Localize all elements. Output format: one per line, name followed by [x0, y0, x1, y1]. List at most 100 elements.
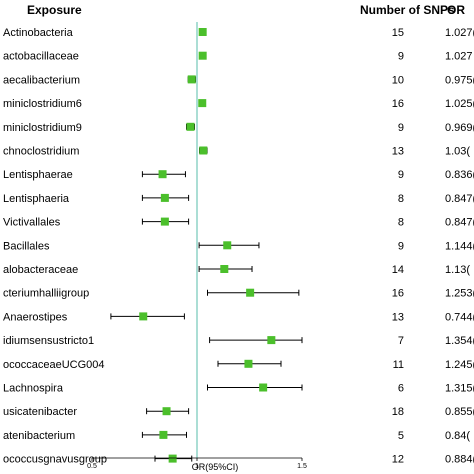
- or-point-marker: [220, 265, 229, 273]
- or-point-marker: [223, 241, 232, 250]
- forest-row: actobacillaceae 9 1.027: [3, 51, 473, 63]
- or-value-text: 0.855(: [445, 406, 474, 418]
- forest-row: Lentisphaeria 8 0.847(: [3, 193, 474, 205]
- or-value-text: 1.03(: [445, 146, 470, 158]
- forest-row: atenibacterium 5 0.84(: [3, 430, 470, 442]
- exposure-label: Victivallales: [3, 217, 61, 229]
- or-point-marker: [158, 170, 167, 179]
- snp-count: 18: [392, 406, 404, 418]
- exposure-label: alobacteraceae: [3, 264, 78, 276]
- forest-row: miniclostridium6 16 1.025(: [3, 98, 474, 110]
- or-value-text: 0.884(: [445, 454, 474, 466]
- exposure-label: actobacillaceae: [3, 51, 79, 63]
- exposure-label: aecalibacterium: [3, 74, 80, 86]
- snp-count: 12: [392, 454, 404, 466]
- exposure-label: miniclostridium6: [3, 98, 82, 110]
- forest-row: ococcusgnavusgroup 12 0.884(: [3, 454, 474, 466]
- exposure-label: ococcaceaeUCG004: [3, 359, 105, 371]
- snp-count: 16: [392, 98, 404, 110]
- snp-count: 11: [393, 359, 404, 371]
- or-point-marker: [267, 336, 276, 345]
- exposure-label: Lentisphaerae: [3, 169, 73, 181]
- exposure-label: miniclostridium9: [3, 122, 82, 134]
- or-value-text: 1.245(: [445, 359, 474, 371]
- header-exposure: Exposure: [27, 3, 82, 17]
- snp-count: 8: [398, 217, 404, 229]
- exposure-label: idiumsensustricto1: [3, 335, 94, 347]
- exposure-label: chnoclostridium: [3, 146, 79, 158]
- or-value-text: 0.975(: [445, 74, 474, 86]
- or-point-marker: [244, 359, 253, 368]
- or-point-marker: [246, 288, 255, 297]
- or-point-marker: [160, 193, 169, 202]
- forest-row: aecalibacterium 10 0.975(: [3, 74, 474, 86]
- or-point-marker: [162, 407, 171, 416]
- snp-count: 16: [392, 288, 404, 300]
- or-value-text: 1.253(: [445, 288, 474, 300]
- exposure-label: Bacillales: [3, 240, 50, 252]
- header-number-of-snps: Number of SNPs: [360, 3, 455, 17]
- or-point-marker: [159, 430, 168, 439]
- or-value-text: 0.969(: [445, 122, 474, 134]
- or-value-text: 1.354(: [445, 335, 474, 347]
- x-tick-label: 1: [195, 463, 199, 470]
- or-value-text: 0.744(: [445, 311, 474, 323]
- or-value-text: 0.84(: [445, 430, 470, 442]
- forest-row: ococcaceaeUCG004 11 1.245(: [3, 359, 474, 371]
- exposure-label: usicatenibacter: [3, 406, 77, 418]
- forest-row: Bacillales 9 1.144(: [3, 240, 474, 252]
- snp-count: 14: [392, 264, 404, 276]
- forest-row: alobacteraceae 14 1.13(: [3, 264, 470, 276]
- snp-count: 7: [398, 335, 404, 347]
- snp-count: 15: [392, 27, 404, 39]
- forest-rows: Actinobacteria 15 1.027( actobacillaceae 9 1.…: [3, 27, 474, 466]
- or-value-text: 1.13(: [445, 264, 470, 276]
- snp-count: 8: [398, 193, 404, 205]
- exposure-label: Lentisphaeria: [3, 193, 70, 205]
- snp-count: 9: [398, 122, 404, 134]
- or-value-text: 1.144(: [445, 240, 474, 252]
- forest-row: Lachnospira 6 1.315(: [3, 383, 474, 395]
- or-point-marker: [198, 99, 207, 108]
- or-value-text: 0.836(: [445, 169, 474, 181]
- or-point-marker: [168, 454, 177, 463]
- or-point-marker: [198, 51, 207, 60]
- exposure-label: atenibacterium: [3, 430, 75, 442]
- x-axis-label: OR(95%CI): [192, 462, 239, 472]
- snp-count: 13: [392, 146, 404, 158]
- or-value-text: 1.027(: [445, 27, 474, 39]
- snp-count: 9: [398, 51, 404, 63]
- forest-row: chnoclostridium 13 1.03(: [3, 146, 470, 158]
- forest-row: usicatenibacter 18 0.855(: [3, 406, 474, 418]
- forest-row: Victivallales 8 0.847(: [3, 217, 474, 229]
- or-value-text: 0.847(: [445, 217, 474, 229]
- snp-count: 6: [398, 383, 404, 395]
- or-point-marker: [139, 312, 148, 321]
- exposure-label: Lachnospira: [3, 383, 64, 395]
- exposure-label: Anaerostipes: [3, 311, 68, 323]
- or-value-text: 1.025(: [445, 98, 474, 110]
- header-or: OR: [447, 3, 465, 17]
- snp-count: 13: [392, 311, 404, 323]
- or-value-text: 0.847(: [445, 193, 474, 205]
- x-axis-ticks: 0.5 1 1.5: [87, 458, 307, 470]
- snp-count: 9: [398, 169, 404, 181]
- exposure-label: ococcusgnavusgroup: [3, 454, 107, 466]
- forest-row: idiumsensustricto1 7 1.354(: [3, 335, 474, 347]
- exposure-label: Actinobacteria: [3, 27, 74, 39]
- forest-row: cteriumhalliigroup 16 1.253(: [3, 288, 474, 300]
- x-tick-label: 1.5: [297, 463, 307, 470]
- forest-row: Anaerostipes 13 0.744(: [3, 311, 474, 323]
- x-tick-label: 0.5: [87, 463, 97, 470]
- or-value-text: 1.027: [445, 51, 473, 63]
- or-point-marker: [259, 383, 268, 392]
- snp-count: 9: [398, 240, 404, 252]
- or-point-marker: [199, 146, 208, 155]
- or-point-marker: [186, 122, 195, 131]
- or-point-marker: [198, 28, 207, 36]
- forest-row: miniclostridium9 9 0.969(: [3, 122, 474, 134]
- snp-count: 10: [392, 74, 404, 86]
- forest-row: Lentisphaerae 9 0.836(: [3, 169, 474, 181]
- snp-count: 5: [398, 430, 404, 442]
